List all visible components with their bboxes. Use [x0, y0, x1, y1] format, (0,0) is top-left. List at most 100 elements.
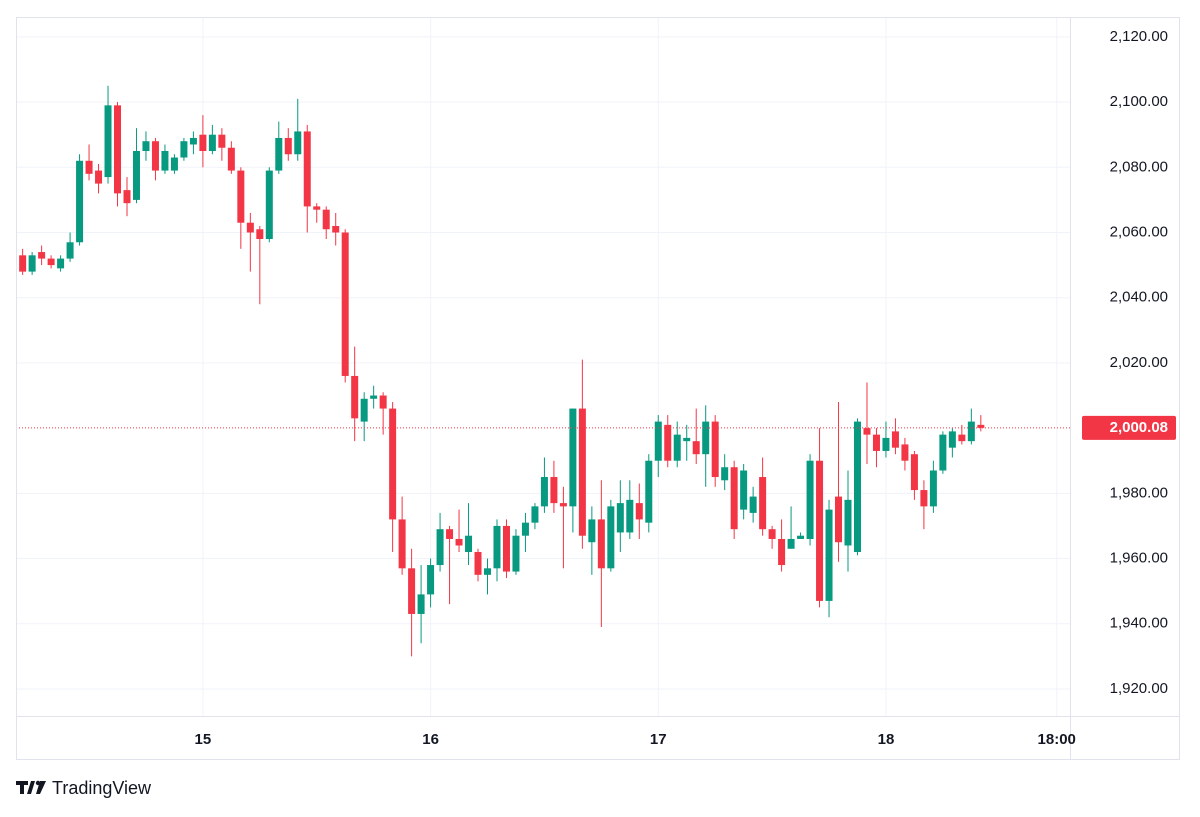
candles [16, 85, 1070, 657]
candle-body [531, 506, 539, 523]
candle-body [778, 538, 786, 566]
candle-body [872, 434, 880, 451]
candle-body [19, 255, 27, 272]
candle-body [218, 134, 226, 148]
axis-labels: 1,920.00 1,940.00 1,960.00 1,980.00 2,020.00… [195, 28, 1176, 748]
candle-body [825, 509, 833, 601]
candle-body [199, 134, 207, 151]
candle-body [436, 529, 444, 566]
logo-icon [16, 781, 35, 794]
candle-body [787, 538, 795, 549]
candle-body [484, 568, 492, 575]
candle-body [294, 131, 302, 155]
candle-body [95, 170, 103, 184]
candle-body [645, 460, 653, 523]
candle-body [142, 141, 150, 151]
y-tick-label: 1,980.00 [1110, 484, 1168, 501]
candle-body [465, 535, 473, 553]
candle-body [929, 470, 937, 507]
candle-body [835, 496, 843, 543]
candle-body [597, 519, 605, 569]
candle-body [370, 395, 378, 399]
candle-body [502, 525, 510, 572]
candle-body [360, 398, 368, 422]
candle-body [512, 535, 520, 572]
candle-body [332, 225, 340, 233]
y-tick-label: 2,020.00 [1110, 354, 1168, 371]
candle-body [493, 525, 501, 569]
candle-body [948, 431, 956, 448]
candle-body [844, 499, 852, 546]
candle-body [797, 535, 805, 539]
candle-body [578, 408, 586, 536]
candle-body [711, 421, 719, 478]
candle-body [920, 490, 928, 507]
candle-body [730, 467, 738, 530]
x-tick-label: 16 [422, 731, 439, 748]
y-tick-label: 2,040.00 [1110, 289, 1168, 306]
y-tick-label: 2,120.00 [1110, 28, 1168, 45]
candle-body [132, 150, 140, 200]
y-tick-label: 1,920.00 [1110, 680, 1168, 697]
candle-body [208, 134, 216, 151]
candle-body [967, 421, 975, 442]
candle-body [446, 529, 454, 539]
x-tick-label: 17 [650, 731, 667, 748]
candle-body [123, 190, 131, 204]
candle-body [958, 434, 966, 442]
candle-body [977, 424, 985, 428]
candle-body [910, 454, 918, 491]
candle-body [474, 552, 482, 575]
candle-body [654, 421, 662, 461]
candle-body [303, 131, 311, 207]
watermark: TradingView [52, 778, 152, 798]
candle-body [104, 105, 112, 178]
x-tick-label: 15 [195, 731, 212, 748]
candle-body [28, 255, 36, 272]
chart-frame [16, 17, 1180, 760]
y-tick-label: 1,960.00 [1110, 549, 1168, 566]
grid [16, 17, 1070, 716]
logo-icon [36, 781, 46, 794]
candle-body [683, 437, 691, 442]
candle-body [379, 395, 387, 409]
candle-body [882, 437, 890, 451]
y-tick-label: 1,940.00 [1110, 615, 1168, 632]
candle-body [607, 506, 615, 569]
candle-body [759, 477, 767, 530]
x-tick-label: 18:00 [1038, 731, 1076, 748]
candle-body [427, 565, 435, 595]
candle-body [180, 141, 188, 158]
candle-body [702, 421, 710, 455]
candle-body [749, 496, 757, 513]
x-tick-label: 18 [878, 731, 895, 748]
candle-body [47, 258, 55, 266]
candle-body [816, 460, 824, 601]
candle-body [351, 375, 359, 419]
candle-body [256, 229, 264, 240]
candle-body [170, 157, 178, 171]
candle-body [389, 408, 397, 520]
candle-body [275, 137, 283, 171]
candle-body [626, 499, 634, 533]
y-tick-label: 2,100.00 [1110, 93, 1168, 110]
candle-body [151, 141, 159, 171]
candle-body [227, 147, 235, 171]
logo: TradingView [16, 778, 152, 798]
candle-body [635, 503, 643, 520]
candle-body [398, 519, 406, 569]
candle-body [939, 434, 947, 471]
candle-body [588, 519, 596, 543]
candle-body [521, 522, 529, 536]
candle-body [768, 529, 776, 539]
candle-body [341, 232, 349, 376]
candle-body [265, 170, 273, 240]
candle-body [891, 431, 899, 448]
candle-body [853, 421, 861, 553]
last-price-label: 2,000.08 [1110, 419, 1168, 436]
candle-body [76, 160, 84, 243]
candle-body [313, 206, 321, 210]
last-price-box [1082, 415, 1176, 440]
candle-body [246, 222, 254, 233]
